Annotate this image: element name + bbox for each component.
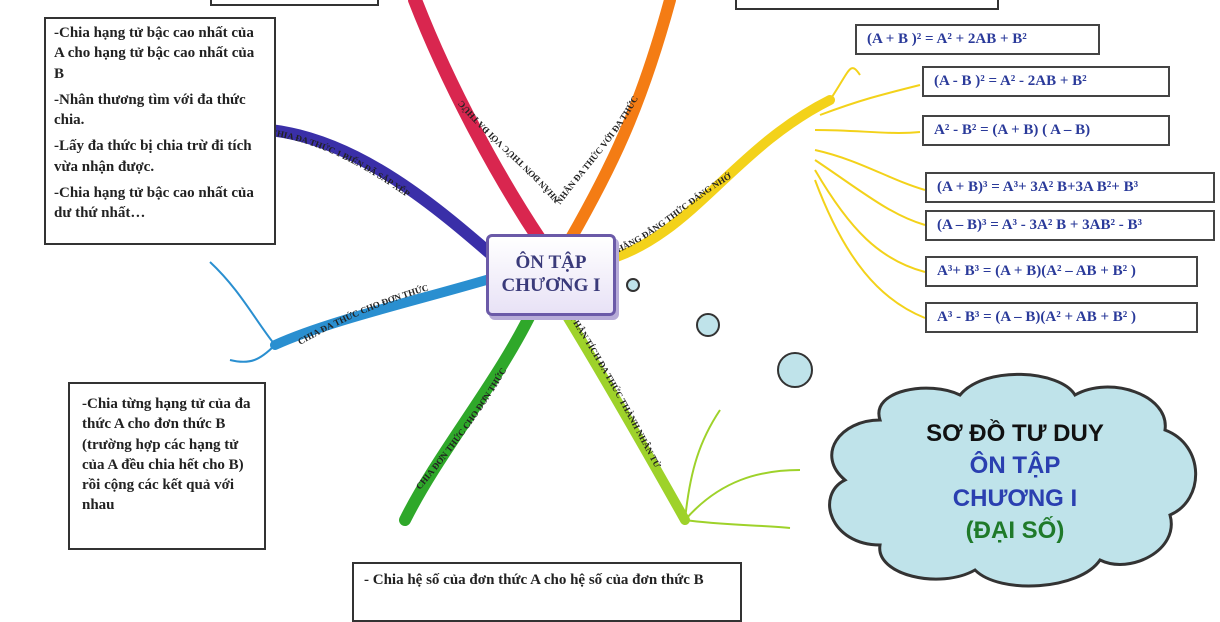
cloud-line-2: ÔN TẬP — [969, 452, 1061, 480]
top-box-left — [210, 0, 379, 6]
note-line: -Nhân thương tìm với đa thức chia. — [54, 91, 246, 128]
note-text: - Chia hệ số của đơn thức A cho hệ số củ… — [364, 572, 704, 588]
cloud-line-1: SƠ ĐỒ TƯ DUY — [926, 420, 1104, 447]
note-text: -Chia từng hạng tử của đa thức A cho đơn… — [82, 396, 251, 514]
note-line: -Chia hạng tử bậc cao nhất của dư thứ nh… — [54, 184, 254, 221]
sub-branch-poly-mono — [209, 261, 276, 346]
branch-label-4: CHIA ĐA THỨC 1 BIẾN ĐÃ SẮP XẾP — [270, 127, 412, 199]
note-divide-sorted: -Chia hạng tử bậc cao nhất của A cho hạn… — [44, 17, 276, 245]
thought-bubble-large — [777, 352, 813, 388]
identity-box: (A + B )² = A² + 2AB + B² — [855, 24, 1100, 55]
sub-branch-factorize-1 — [684, 409, 721, 521]
top-box-right — [735, 0, 999, 10]
branch-line-divide-sorted — [264, 124, 506, 268]
branch-line-divide-poly-mono — [270, 271, 505, 350]
cloud-line-3: CHƯƠNG I — [952, 484, 1078, 512]
branch-label-6: CHIA ĐƠN THỨC CHO ĐƠN THỨC — [414, 366, 508, 491]
cloud-title: SƠ ĐỒ TƯ DUY ÔN TẬP CHƯƠNG I (ĐẠI SỐ) — [850, 418, 1180, 548]
branch-line-identities — [595, 95, 835, 267]
center-line-1: ÔN TẬP — [515, 252, 587, 274]
identity-box: A³+ B³ = (A + B)(A² – AB + B² ) — [925, 256, 1198, 287]
cloud-line-4: (ĐẠI SỐ) — [965, 517, 1065, 545]
thought-bubble-medium — [696, 313, 720, 337]
sub-branch-factorize-2 — [684, 469, 801, 521]
branch-label-5: CHIA ĐA THỨC CHO ĐƠN THỨC — [296, 283, 429, 347]
identity-box: A² - B² = (A + B) ( A – B) — [922, 115, 1170, 146]
mind-map-canvas: NHÂN ĐƠN THỨC VỚI ĐA THỨC NHÂN ĐA THỨC V… — [209, 0, 1198, 588]
branch-line-divide-mono-mono — [399, 299, 541, 526]
identity-box: (A + B)³ = A³+ 3A² B+3A B²+ B³ — [925, 172, 1215, 203]
note-divide-mono-mono: - Chia hệ số của đơn thức A cho hệ số củ… — [352, 562, 742, 622]
sub-branch-poly-mono-2 — [229, 344, 276, 363]
center-line-2: CHƯƠNG I — [501, 275, 601, 296]
note-divide-poly-mono: -Chia từng hạng tử của đa thức A cho đơn… — [68, 382, 266, 550]
sub-branch-factorize-3 — [684, 519, 791, 529]
branch-line-multiply-mono-poly — [408, 0, 547, 247]
branch-line-factorize — [555, 300, 690, 525]
title-cloud — [828, 372, 1198, 588]
branch-label-7: PHÂN TÍCH ĐA THỨC THÀNH NHÂN TỬ — [568, 314, 663, 471]
branch-line-multiply-poly-poly — [564, 0, 676, 246]
identity-box: (A - B )² = A² - 2AB + B² — [922, 66, 1170, 97]
center-node: ÔN TẬP CHƯƠNG I — [486, 234, 616, 316]
identity-connectors — [814, 67, 926, 319]
identity-box: A³ - B³ = (A – B)(A² + AB + B² ) — [925, 302, 1198, 333]
branch-label-3: 7 HẰNG ĐẲNG THỨC ĐÁNG NHỚ — [609, 170, 734, 256]
note-line: -Chia hạng tử bậc cao nhất của A cho hạn… — [54, 25, 255, 82]
thought-bubble-small — [626, 278, 640, 292]
identity-box: (A – B)³ = A³ - 3A² B + 3AB² - B³ — [925, 210, 1215, 241]
note-line: -Lấy đa thức bị chia trừ đi tích vừa nhậ… — [54, 138, 252, 175]
